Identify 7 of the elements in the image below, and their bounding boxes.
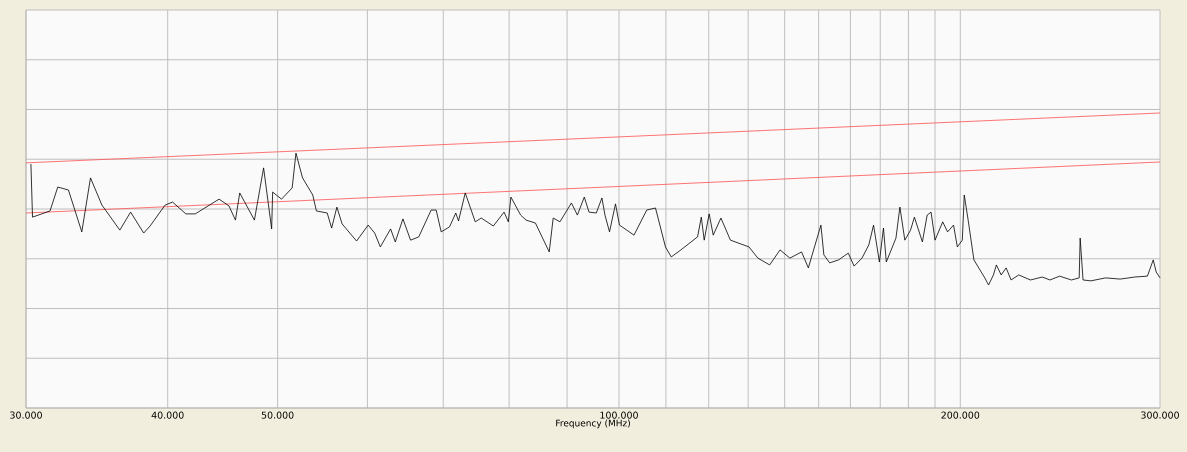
- x-tick-label: 300.000: [1141, 411, 1179, 419]
- x-tick-label: 200.000: [941, 411, 980, 419]
- x-tick-label: 30.000: [10, 411, 42, 419]
- x-axis-title: Frequency (MHz): [556, 419, 630, 429]
- x-tick-label: 100.000: [600, 411, 638, 419]
- x-tick-label: 50.000: [261, 411, 294, 419]
- x-tick-label: 40.000: [151, 411, 184, 419]
